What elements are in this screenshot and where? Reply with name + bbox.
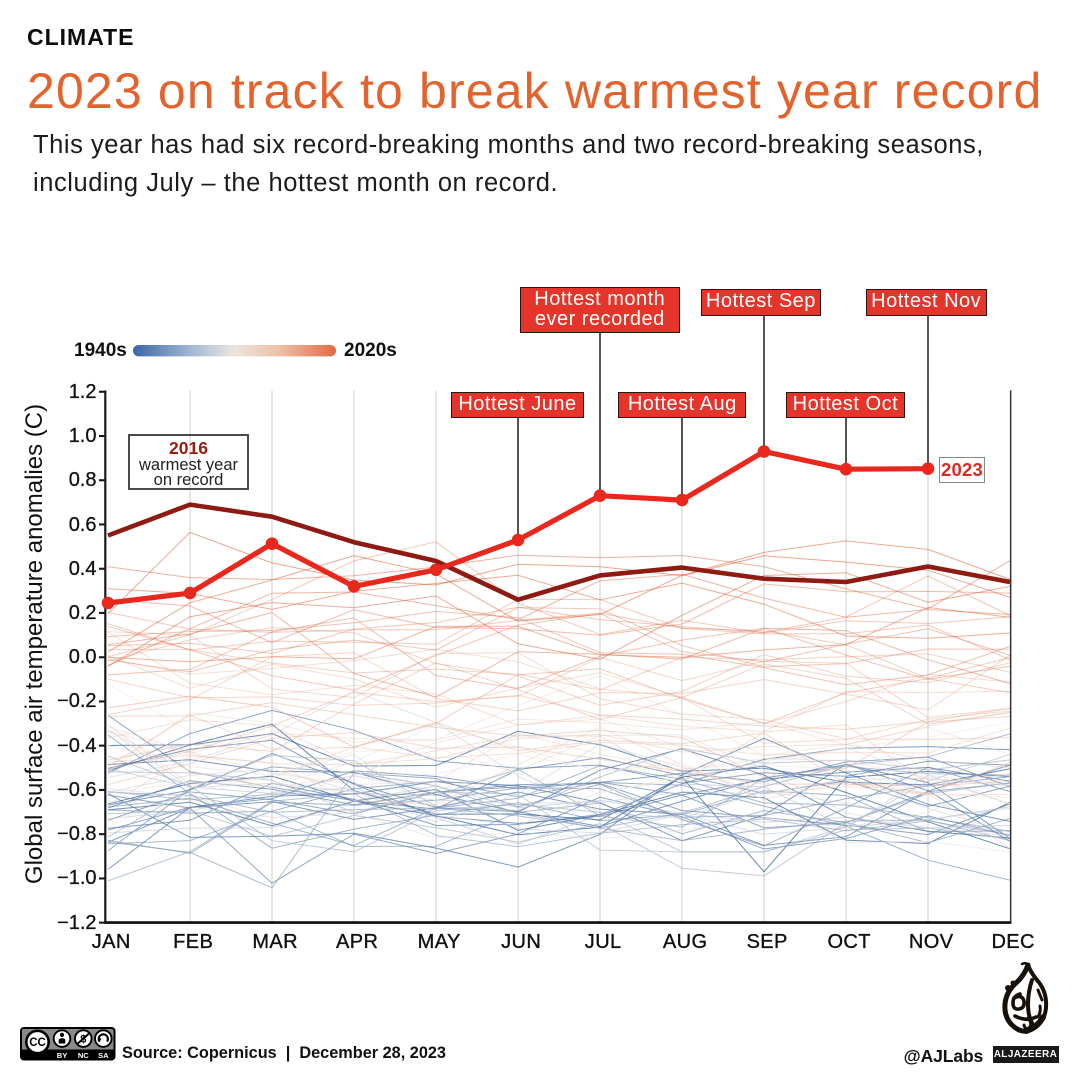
svg-text:SA: SA — [98, 1051, 109, 1060]
svg-text:BY: BY — [57, 1051, 68, 1060]
svg-text:CC: CC — [29, 1037, 46, 1049]
svg-text:NC: NC — [78, 1051, 89, 1060]
